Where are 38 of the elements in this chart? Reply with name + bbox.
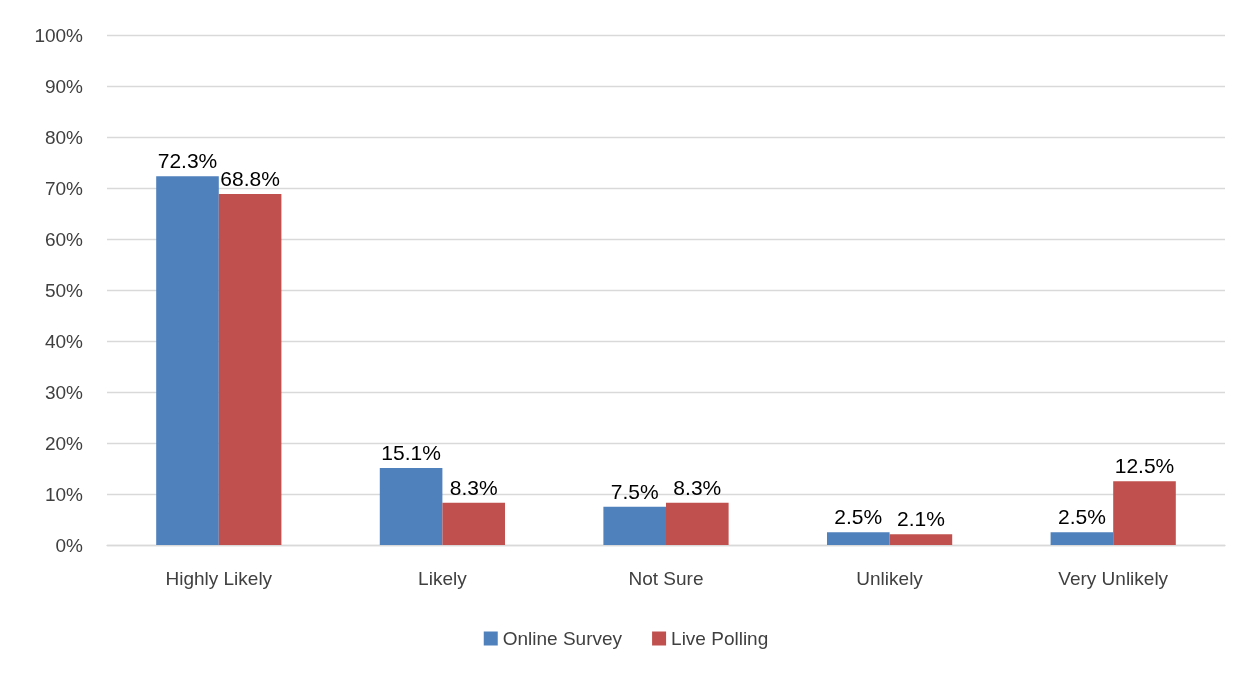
bar <box>1113 481 1176 545</box>
data-label: 68.8% <box>220 167 280 191</box>
bar <box>218 194 282 545</box>
legend-label: Online Survey <box>502 628 623 649</box>
y-tick-label: 30% <box>44 381 84 403</box>
y-tick-label: 40% <box>44 330 84 352</box>
data-label: 72.3% <box>157 149 218 173</box>
data-label: 2.5% <box>1057 505 1106 529</box>
data-label: 12.5% <box>1114 454 1175 478</box>
x-tick-label: Unlikely <box>856 568 924 589</box>
bar <box>826 532 890 545</box>
data-label: 8.3% <box>449 475 498 499</box>
bar <box>603 506 666 545</box>
y-tick-label: 70% <box>44 177 84 199</box>
x-tick-label: Very Unlikely <box>1058 568 1169 589</box>
data-label: 2.1% <box>896 507 945 531</box>
bar <box>379 467 443 545</box>
y-tick-label: 80% <box>44 126 84 148</box>
bar <box>1050 532 1114 545</box>
x-tick-label: Not Sure <box>628 568 704 589</box>
y-tick-label: 60% <box>44 228 84 250</box>
legend-label: Live Polling <box>671 628 769 649</box>
y-tick-label: 10% <box>44 483 84 505</box>
data-label: 2.5% <box>834 505 883 529</box>
x-tick-label: Highly Likely <box>165 568 273 589</box>
data-label: 7.5% <box>610 479 659 503</box>
bar <box>666 502 729 545</box>
y-tick-label: 50% <box>44 279 84 301</box>
data-label: 15.1% <box>381 440 441 464</box>
y-tick-label: 20% <box>44 432 84 454</box>
bar <box>889 534 953 545</box>
y-tick-label: 0% <box>55 534 84 556</box>
bar <box>156 176 219 545</box>
y-tick-label: 90% <box>44 75 84 97</box>
bar <box>442 502 506 545</box>
data-label: 8.3% <box>673 475 722 499</box>
x-tick-label: Likely <box>418 568 468 589</box>
y-tick-label: 100% <box>34 24 84 46</box>
